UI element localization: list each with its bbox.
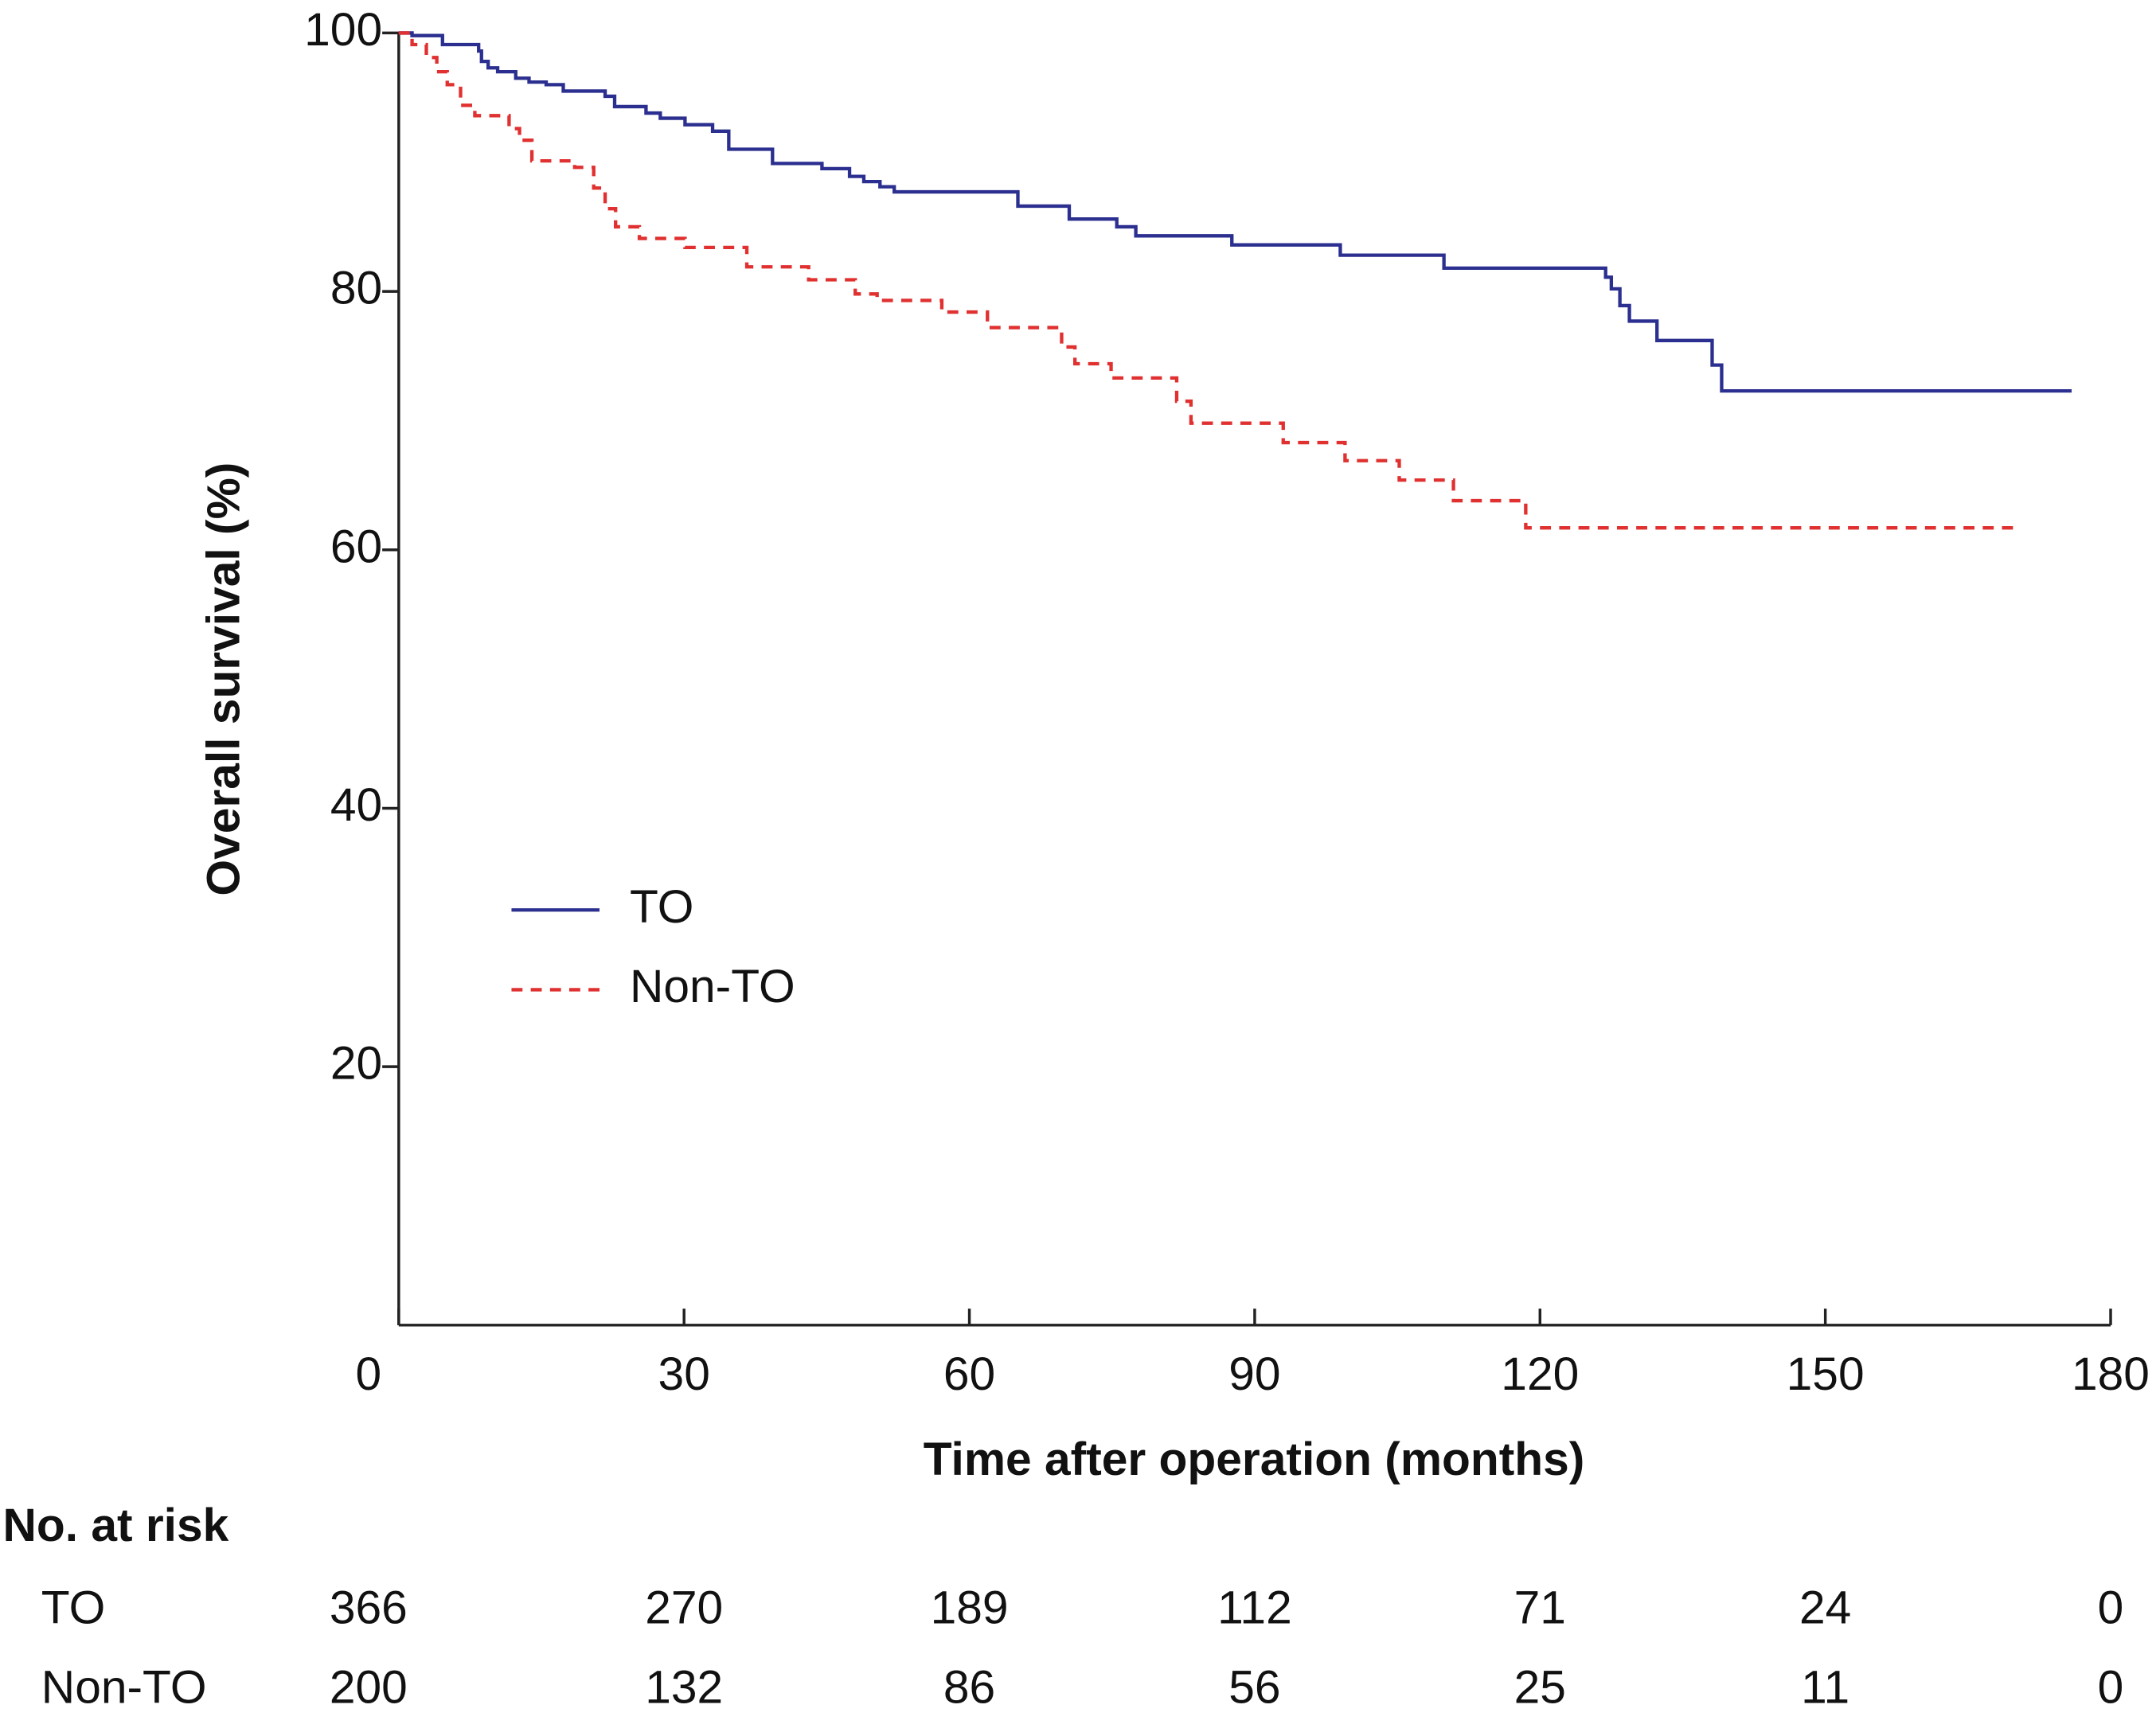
risk-count: 132 <box>645 1662 723 1714</box>
x-tick-label: 120 <box>1501 1348 1579 1400</box>
risk-count: 11 <box>1801 1662 1849 1714</box>
y-axis-title: Overall survival (%) <box>197 462 249 896</box>
risk-count: 270 <box>645 1582 723 1634</box>
risk-count: 200 <box>330 1662 408 1714</box>
risk-count: 86 <box>943 1662 995 1714</box>
y-tick-label: 60 <box>330 521 382 572</box>
risk-count: 25 <box>1514 1662 1566 1714</box>
legend-label: TO <box>630 881 693 933</box>
x-tick-label: 150 <box>1787 1348 1865 1400</box>
survival-line <box>398 31 2072 393</box>
x-tick-label: 60 <box>943 1348 995 1400</box>
y-tick-label: 80 <box>330 263 382 314</box>
risk-count: 366 <box>330 1582 408 1634</box>
legend-label: Non-TO <box>630 961 795 1012</box>
risk-count: 0 <box>2098 1662 2124 1714</box>
x-tick-label: 30 <box>658 1348 710 1400</box>
x-tick-label: 0 <box>356 1348 382 1400</box>
risk-count: 56 <box>1228 1662 1280 1714</box>
risk-count: 24 <box>1799 1582 1851 1634</box>
risk-count: 71 <box>1514 1582 1566 1634</box>
risk-row-label: TO <box>41 1582 105 1634</box>
x-tick-label: 90 <box>1228 1348 1280 1400</box>
risk-count: 112 <box>1217 1582 1292 1634</box>
y-tick-label: 100 <box>304 4 382 56</box>
survival-line <box>398 31 2021 530</box>
risk-count: 189 <box>931 1582 1009 1634</box>
x-axis-title: Time after operation (months) <box>924 1434 1585 1485</box>
x-tick-label: 180 <box>2072 1348 2150 1400</box>
risk-table-title: No. at risk <box>2 1500 228 1551</box>
y-tick-label: 20 <box>330 1038 382 1090</box>
risk-row-label: Non-TO <box>41 1662 207 1714</box>
y-tick-label: 40 <box>330 779 382 831</box>
risk-count: 0 <box>2098 1582 2124 1634</box>
